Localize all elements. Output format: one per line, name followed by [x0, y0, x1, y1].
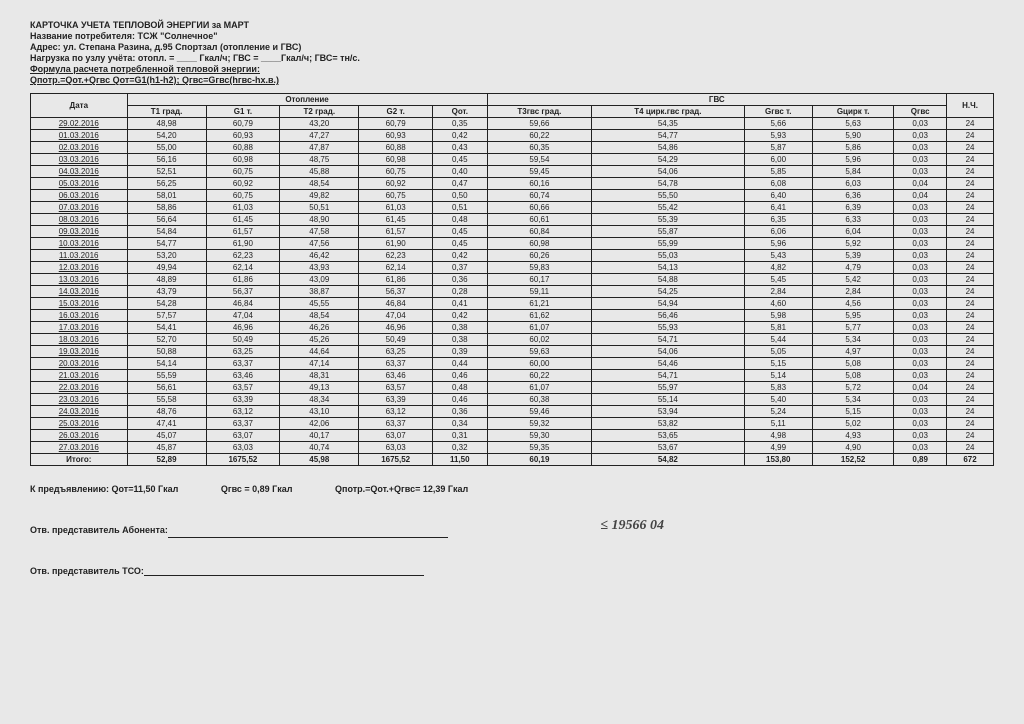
col-g2: G2 т. — [359, 106, 433, 118]
table-row: 10.03.201654,7761,9047,5661,900,4560,985… — [31, 238, 994, 250]
col-ggvs: Gгвс т. — [744, 106, 813, 118]
date-cell: 29.02.2016 — [31, 118, 128, 130]
table-row: 24.03.201648,7663,1243,1063,120,3659,465… — [31, 406, 994, 418]
date-cell: 10.03.2016 — [31, 238, 128, 250]
table-row: 04.03.201652,5160,7545,8860,750,4059,455… — [31, 166, 994, 178]
table-row: 02.03.201655,0060,8847,8760,880,4360,355… — [31, 142, 994, 154]
table-row: 17.03.201654,4146,9646,2646,960,3861,075… — [31, 322, 994, 334]
table-row: 07.03.201658,8661,0350,5161,030,5160,665… — [31, 202, 994, 214]
load: Нагрузка по узлу учёта: отопл. = ____ Гк… — [30, 53, 994, 63]
col-t3: T3гвс град. — [487, 106, 592, 118]
date-cell: 26.03.2016 — [31, 430, 128, 442]
table-row: 03.03.201656,1660,9848,7560,980,4559,545… — [31, 154, 994, 166]
date-cell: 06.03.2016 — [31, 190, 128, 202]
col-t1: T1 град. — [127, 106, 206, 118]
date-cell: 21.03.2016 — [31, 370, 128, 382]
table-row: 26.03.201645,0763,0740,1763,070,3159,305… — [31, 430, 994, 442]
table-row: 08.03.201656,6461,4548,9061,450,4860,615… — [31, 214, 994, 226]
date-cell: 13.03.2016 — [31, 274, 128, 286]
date-cell: 07.03.2016 — [31, 202, 128, 214]
consumer: Название потребителя: ТСЖ "Солнечное" — [30, 31, 994, 41]
date-cell: 05.03.2016 — [31, 178, 128, 190]
table-row: 01.03.201654,2060,9347,2760,930,4260,225… — [31, 130, 994, 142]
document-header: КАРТОЧКА УЧЕТА ТЕПЛОВОЙ ЭНЕРГИИ за МАРТ … — [30, 20, 994, 85]
signature-abonent: Отв. представитель Абонента: ≤ 19566 04 — [30, 522, 994, 538]
date-cell: 15.03.2016 — [31, 298, 128, 310]
formula: Qпотр.=Qот.+Qгвс Qот=G1(h1-h2); Qгвс=Gгв… — [30, 75, 994, 85]
table-row: 21.03.201655,5963,4648,3163,460,4660,225… — [31, 370, 994, 382]
date-cell: 24.03.2016 — [31, 406, 128, 418]
col-date: Дата — [31, 94, 128, 118]
date-cell: 27.03.2016 — [31, 442, 128, 454]
summary-qot: К предъявлению: Qот=11,50 Гкал — [30, 484, 178, 494]
date-cell: 25.03.2016 — [31, 418, 128, 430]
table-row: 23.03.201655,5863,3948,3463,390,4660,385… — [31, 394, 994, 406]
date-cell: 17.03.2016 — [31, 322, 128, 334]
table-row: 18.03.201652,7050,4945,2650,490,3860,025… — [31, 334, 994, 346]
col-t4: T4 цирк.гвс град. — [592, 106, 744, 118]
date-cell: 12.03.2016 — [31, 262, 128, 274]
table-row: 27.03.201645,8763,0340,7463,030,3259,355… — [31, 442, 994, 454]
col-nch: Н.Ч. — [947, 94, 994, 118]
formula-label: Формула расчета потребленной тепловой эн… — [30, 64, 994, 74]
table-row: 13.03.201648,8961,8643,0961,860,3660,175… — [31, 274, 994, 286]
summary-line: К предъявлению: Qот=11,50 Гкал Qгвс = 0,… — [30, 484, 994, 494]
table-row: 19.03.201650,8863,2544,6463,250,3959,635… — [31, 346, 994, 358]
table-row: 12.03.201649,9462,1443,9362,140,3759,835… — [31, 262, 994, 274]
summary-qgvs: Qгвс = 0,89 Гкал — [221, 484, 293, 494]
group-gvs: ГВС — [487, 94, 947, 106]
energy-table: Дата Отопление ГВС Н.Ч. T1 град. G1 т. T… — [30, 93, 994, 466]
title: КАРТОЧКА УЧЕТА ТЕПЛОВОЙ ЭНЕРГИИ за МАРТ — [30, 20, 994, 30]
date-cell: 02.03.2016 — [31, 142, 128, 154]
date-cell: 08.03.2016 — [31, 214, 128, 226]
date-cell: 18.03.2016 — [31, 334, 128, 346]
table-row: 15.03.201654,2846,8445,5546,840,4161,215… — [31, 298, 994, 310]
col-t2: T2 град. — [280, 106, 359, 118]
date-cell: 22.03.2016 — [31, 382, 128, 394]
table-row: 16.03.201657,5747,0448,5447,040,4261,625… — [31, 310, 994, 322]
table-row: 14.03.201643,7956,3738,8756,370,2859,115… — [31, 286, 994, 298]
table-row: 29.02.201648,9860,7943,2060,790,3559,665… — [31, 118, 994, 130]
date-cell: 16.03.2016 — [31, 310, 128, 322]
date-cell: 14.03.2016 — [31, 286, 128, 298]
handwritten-note: ≤ 19566 04 — [600, 518, 664, 533]
totals-row: Итого: 52,89 1675,52 45,98 1675,52 11,50… — [31, 454, 994, 466]
table-row: 09.03.201654,8461,5747,5861,570,4560,845… — [31, 226, 994, 238]
signature-tso: Отв. представитель ТСО: — [30, 566, 994, 576]
date-cell: 19.03.2016 — [31, 346, 128, 358]
summary-qpotr: Qпотр.=Qот.+Qгвс= 12,39 Гкал — [335, 484, 468, 494]
table-row: 22.03.201656,6163,5749,1363,570,4861,075… — [31, 382, 994, 394]
group-heating: Отопление — [127, 94, 487, 106]
date-cell: 09.03.2016 — [31, 226, 128, 238]
totals-label: Итого: — [31, 454, 128, 466]
date-cell: 11.03.2016 — [31, 250, 128, 262]
date-cell: 03.03.2016 — [31, 154, 128, 166]
col-qgvs: Qгвс — [894, 106, 947, 118]
col-qot: Qот. — [433, 106, 488, 118]
date-cell: 20.03.2016 — [31, 358, 128, 370]
address: Адрес: ул. Степана Разина, д.95 Спортзал… — [30, 42, 994, 52]
table-row: 20.03.201654,1463,3747,1463,370,4460,005… — [31, 358, 994, 370]
table-row: 25.03.201647,4163,3742,0663,370,3459,325… — [31, 418, 994, 430]
col-gcirk: Gцирк т. — [813, 106, 894, 118]
col-g1: G1 т. — [206, 106, 280, 118]
table-row: 11.03.201653,2062,2346,4262,230,4260,265… — [31, 250, 994, 262]
date-cell: 01.03.2016 — [31, 130, 128, 142]
table-row: 05.03.201656,2560,9248,5460,920,4760,165… — [31, 178, 994, 190]
date-cell: 23.03.2016 — [31, 394, 128, 406]
table-row: 06.03.201658,0160,7549,8260,750,5060,745… — [31, 190, 994, 202]
date-cell: 04.03.2016 — [31, 166, 128, 178]
